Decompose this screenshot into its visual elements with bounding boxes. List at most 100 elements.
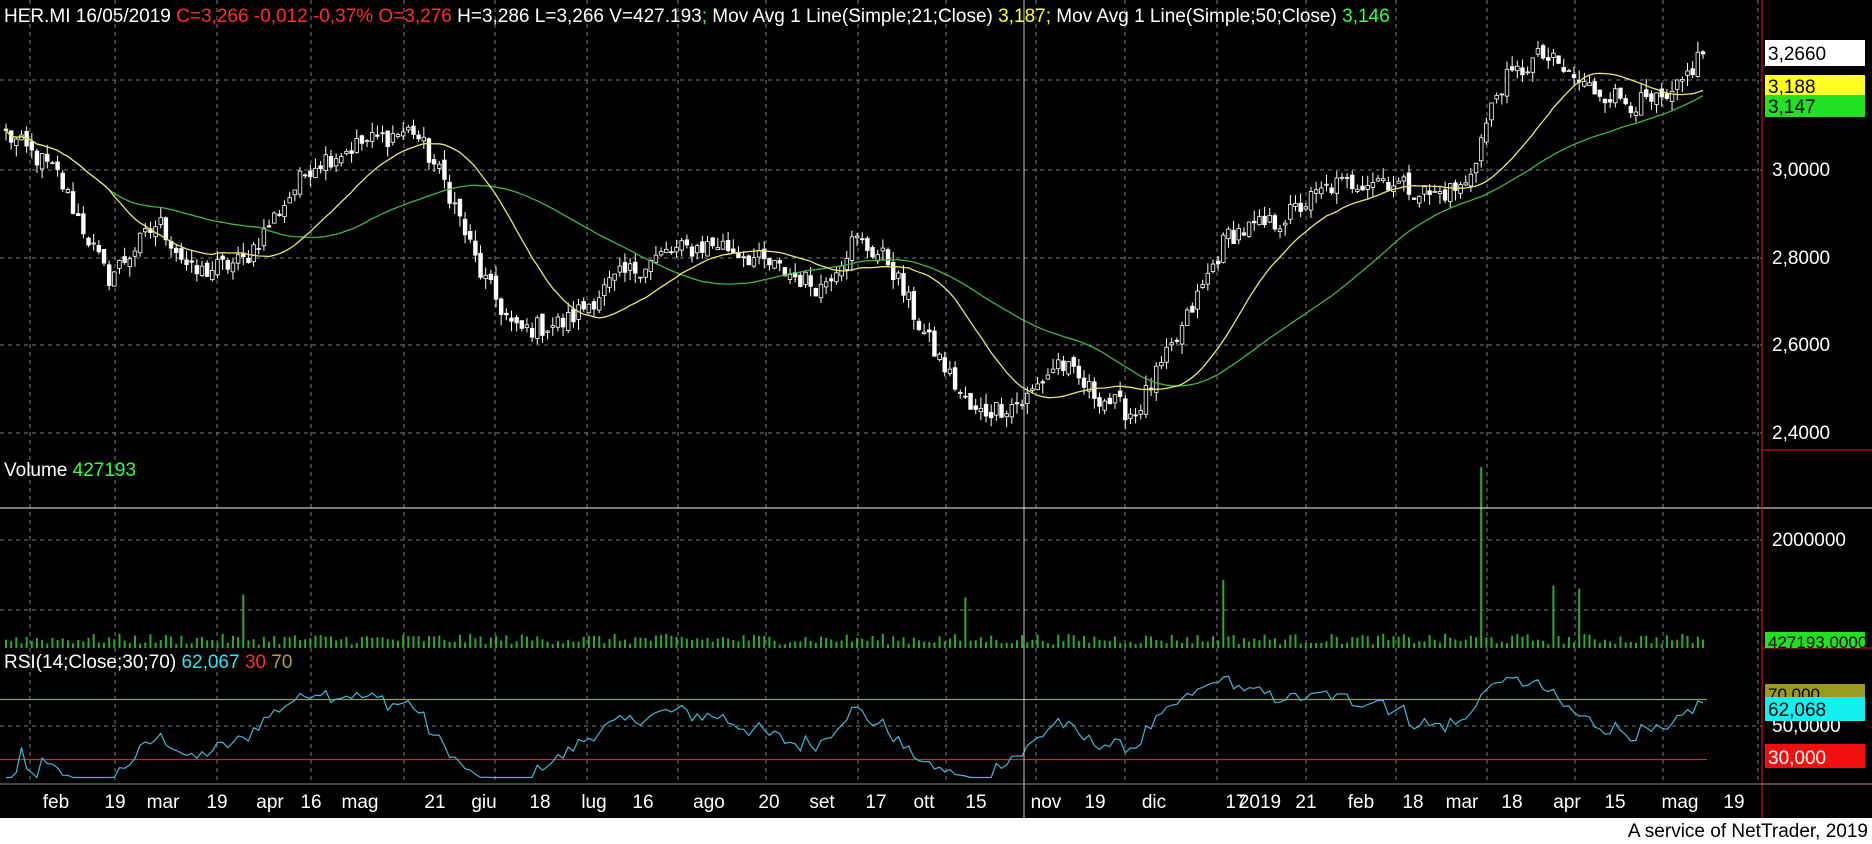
volume-bar	[1505, 643, 1508, 648]
volume-bar	[1377, 635, 1380, 648]
candle-body	[1313, 189, 1319, 194]
candle-body	[1241, 232, 1247, 236]
volume-bar	[438, 635, 441, 648]
volume-bar	[1588, 634, 1591, 648]
candle-body	[1298, 202, 1303, 212]
time-axis-label: mag	[342, 792, 379, 813]
volume-bar	[510, 643, 513, 648]
volume-bar	[613, 633, 616, 648]
volume-bar	[128, 643, 131, 648]
time-axis-label: set	[809, 792, 835, 813]
volume-bar	[1273, 638, 1276, 648]
price-candles	[3, 41, 1706, 430]
volume-bar	[1119, 642, 1122, 648]
volume-bar	[912, 637, 915, 648]
volume-bar	[1144, 635, 1147, 648]
candle-body	[313, 167, 318, 178]
volume-bar	[654, 635, 657, 648]
candle-body	[1675, 79, 1680, 90]
time-axis-label: 17	[865, 792, 886, 813]
candle-body	[174, 247, 179, 254]
candle-body	[1592, 81, 1597, 95]
volume-bar	[1046, 643, 1049, 648]
volume-bar	[1681, 634, 1684, 648]
candle-body	[1597, 89, 1603, 97]
candle-body	[1489, 102, 1494, 121]
volume-bar	[598, 636, 601, 648]
footer-bar: A service of NetTrader, 2019	[0, 818, 1872, 844]
volume-bar	[133, 635, 136, 648]
time-axis-label: dic	[1142, 792, 1166, 813]
candle-body	[1587, 82, 1592, 87]
candle-body	[395, 134, 401, 137]
volume-bar	[1397, 636, 1400, 648]
candle-body	[1484, 122, 1489, 143]
volume-bar	[1433, 639, 1436, 648]
volume-bar	[299, 640, 302, 648]
candle-body	[1061, 360, 1066, 372]
candle-body	[890, 262, 896, 281]
candle-body	[1205, 272, 1211, 285]
candle-body	[901, 273, 906, 296]
ma21-legend: Mov Avg 1 Line(Simple;21;Close)	[712, 6, 993, 27]
volume-bar	[1134, 643, 1137, 648]
last-price-tag-box	[1765, 40, 1865, 66]
volume-bar	[1634, 642, 1637, 648]
volume-bar	[948, 638, 951, 648]
candle-body	[1293, 203, 1298, 207]
candle-body	[540, 313, 545, 336]
candle-body	[1633, 111, 1639, 116]
candle-body	[1509, 66, 1515, 71]
volume-bar	[66, 640, 69, 648]
candle-body	[256, 247, 261, 250]
candle-body	[1396, 180, 1401, 184]
candle-body	[1025, 392, 1030, 405]
rsi-value: 62,067	[181, 652, 240, 673]
volume-bar	[1124, 643, 1127, 648]
volume-label: Volume	[4, 460, 68, 481]
volume-bar	[1206, 641, 1209, 648]
volume-bar	[1330, 634, 1333, 648]
volume-bar	[819, 636, 822, 648]
candle-body	[1190, 305, 1195, 313]
candle-body	[1644, 89, 1649, 97]
volume-bar	[1072, 635, 1075, 648]
candle-body	[617, 265, 623, 273]
time-axis-label: 21	[424, 792, 445, 813]
volume-bar	[211, 639, 214, 648]
volume-bar	[1696, 636, 1699, 648]
candle-body	[1329, 187, 1334, 194]
volume-bar	[381, 637, 384, 648]
candle-body	[1654, 92, 1659, 105]
volume-bar	[1480, 467, 1483, 648]
candle-body	[834, 272, 839, 283]
candle-body	[215, 259, 220, 276]
volume-bar	[814, 642, 817, 648]
volume-bar	[1495, 643, 1498, 648]
candle-body	[973, 405, 978, 410]
rsi-legend: RSI(14;Close;30;70) 62,067 30 70	[4, 652, 292, 674]
candle-body	[1339, 176, 1345, 179]
candle-body	[829, 278, 834, 282]
candle-body	[715, 247, 721, 251]
volume-bar	[1444, 633, 1447, 648]
rsi-tick-label: 50,0000	[1772, 716, 1841, 737]
volume-bar	[324, 636, 327, 648]
volume-bar	[1671, 640, 1674, 648]
volume-bar	[1413, 643, 1416, 648]
volume-bar	[943, 641, 946, 648]
candle-body	[1355, 188, 1360, 192]
candle-body	[1638, 92, 1644, 116]
volume-bar	[670, 635, 673, 648]
candle-body	[1143, 385, 1149, 415]
time-axis-label: 16	[632, 792, 653, 813]
candle-body	[849, 236, 855, 261]
candle-body	[808, 275, 813, 287]
volume-bar	[1284, 639, 1287, 648]
candle-body	[1613, 88, 1618, 104]
candle-body	[1226, 228, 1231, 240]
volume-bar	[1191, 643, 1194, 648]
candle-body	[1308, 191, 1314, 211]
candle-body	[860, 238, 865, 241]
